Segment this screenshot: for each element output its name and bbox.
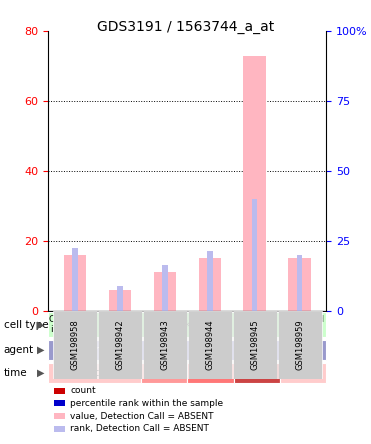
Text: cell type: cell type	[4, 320, 48, 329]
Text: ▶: ▶	[37, 368, 45, 378]
Text: agent: agent	[4, 345, 34, 355]
Bar	[98, 311, 142, 313]
Text: GSM198942: GSM198942	[115, 320, 125, 370]
FancyBboxPatch shape	[48, 340, 141, 360]
FancyBboxPatch shape	[234, 363, 280, 383]
Bar	[162, 265, 168, 311]
Bar	[288, 258, 311, 311]
Text: ▶: ▶	[37, 345, 45, 355]
Text: percentile rank within the sample: percentile rank within the sample	[70, 399, 224, 408]
Text: 2 h: 2 h	[156, 368, 173, 378]
Bar	[142, 311, 187, 313]
Text: IL-2: IL-2	[201, 345, 220, 355]
Text: GSM198959: GSM198959	[295, 320, 304, 370]
Text: control: control	[285, 368, 322, 378]
Text: GSM198945: GSM198945	[250, 320, 259, 370]
Text: GSM198944: GSM198944	[205, 320, 214, 370]
Bar	[198, 258, 221, 311]
Bar	[54, 388, 65, 394]
Text: lymphoid
tissues: lymphoid tissues	[282, 315, 324, 334]
Text: none: none	[290, 345, 316, 355]
FancyBboxPatch shape	[48, 363, 141, 383]
Text: CD8 posit
ive T cell: CD8 posit ive T cell	[49, 315, 93, 334]
Bar	[54, 413, 65, 419]
FancyBboxPatch shape	[141, 340, 280, 360]
Bar	[277, 311, 322, 313]
Bar	[109, 289, 131, 311]
FancyBboxPatch shape	[187, 363, 234, 383]
Text: value, Detection Call = ABSENT: value, Detection Call = ABSENT	[70, 412, 214, 420]
Bar	[207, 251, 213, 311]
Text: count: count	[70, 386, 96, 395]
FancyBboxPatch shape	[278, 311, 322, 380]
Bar	[154, 272, 176, 311]
FancyBboxPatch shape	[143, 311, 187, 380]
FancyBboxPatch shape	[280, 363, 326, 383]
Bar	[232, 311, 277, 313]
Text: rank, Detection Call = ABSENT: rank, Detection Call = ABSENT	[70, 424, 209, 433]
Text: Natural killer cell: Natural killer cell	[148, 320, 226, 329]
Text: GDS3191 / 1563744_a_at: GDS3191 / 1563744_a_at	[97, 20, 274, 34]
FancyBboxPatch shape	[280, 340, 326, 360]
Bar	[243, 56, 266, 311]
FancyBboxPatch shape	[188, 311, 232, 380]
Text: control: control	[76, 368, 113, 378]
Text: time: time	[4, 368, 27, 378]
FancyBboxPatch shape	[280, 312, 326, 337]
FancyBboxPatch shape	[53, 311, 97, 380]
Bar	[187, 311, 232, 313]
Text: 8 h: 8 h	[202, 368, 219, 378]
Text: ▶: ▶	[37, 320, 45, 329]
Bar	[72, 248, 78, 311]
Bar	[64, 255, 86, 311]
FancyBboxPatch shape	[233, 311, 277, 380]
FancyBboxPatch shape	[95, 312, 280, 337]
Bar	[54, 400, 65, 406]
FancyBboxPatch shape	[48, 312, 95, 337]
Bar	[54, 426, 65, 432]
FancyBboxPatch shape	[141, 363, 187, 383]
Bar	[53, 311, 98, 313]
FancyBboxPatch shape	[98, 311, 142, 380]
Bar	[297, 255, 302, 311]
Bar	[117, 286, 123, 311]
Text: none: none	[82, 345, 108, 355]
Bar	[252, 199, 257, 311]
Text: GSM198958: GSM198958	[70, 320, 80, 370]
Text: 24 h: 24 h	[245, 368, 269, 378]
Text: GSM198943: GSM198943	[160, 320, 170, 370]
